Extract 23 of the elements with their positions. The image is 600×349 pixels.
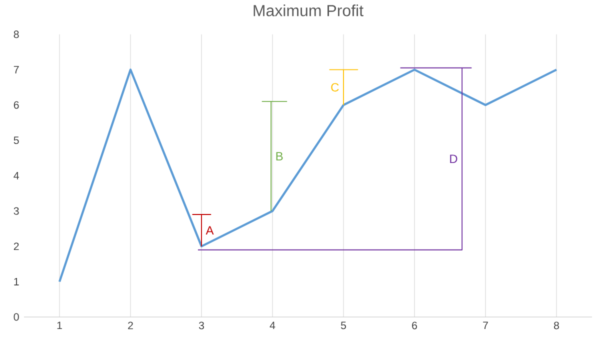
series-label: A xyxy=(206,226,214,235)
series-label: C xyxy=(331,83,339,92)
series-label: D xyxy=(450,154,458,163)
line-series xyxy=(58,68,558,283)
x-tick-label: 6 xyxy=(412,322,417,330)
series-label: B xyxy=(276,152,283,160)
chart-title: Maximum Profit xyxy=(254,4,364,16)
y-tick-label: 1 xyxy=(14,278,19,286)
x-tick-label: 2 xyxy=(128,322,133,330)
y-tick-label: 4 xyxy=(14,172,19,180)
x-tick-label: 1 xyxy=(57,322,62,330)
y-tick-label: 2 xyxy=(14,242,19,250)
y-tick-label: 5 xyxy=(14,136,19,144)
x-tick-label: 4 xyxy=(270,322,276,330)
y-tick-label: 8 xyxy=(14,30,19,38)
x-tick-label: 3 xyxy=(198,322,204,330)
y-tick-label: 3 xyxy=(14,207,19,215)
y-tick-label: 0 xyxy=(14,313,19,321)
y-tick-label: 7 xyxy=(14,66,19,74)
x-tick-label: 5 xyxy=(340,322,346,330)
y-tick-label: 6 xyxy=(14,101,19,109)
x-tick-label: 7 xyxy=(483,322,488,330)
x-tick-label: 8 xyxy=(554,322,559,330)
